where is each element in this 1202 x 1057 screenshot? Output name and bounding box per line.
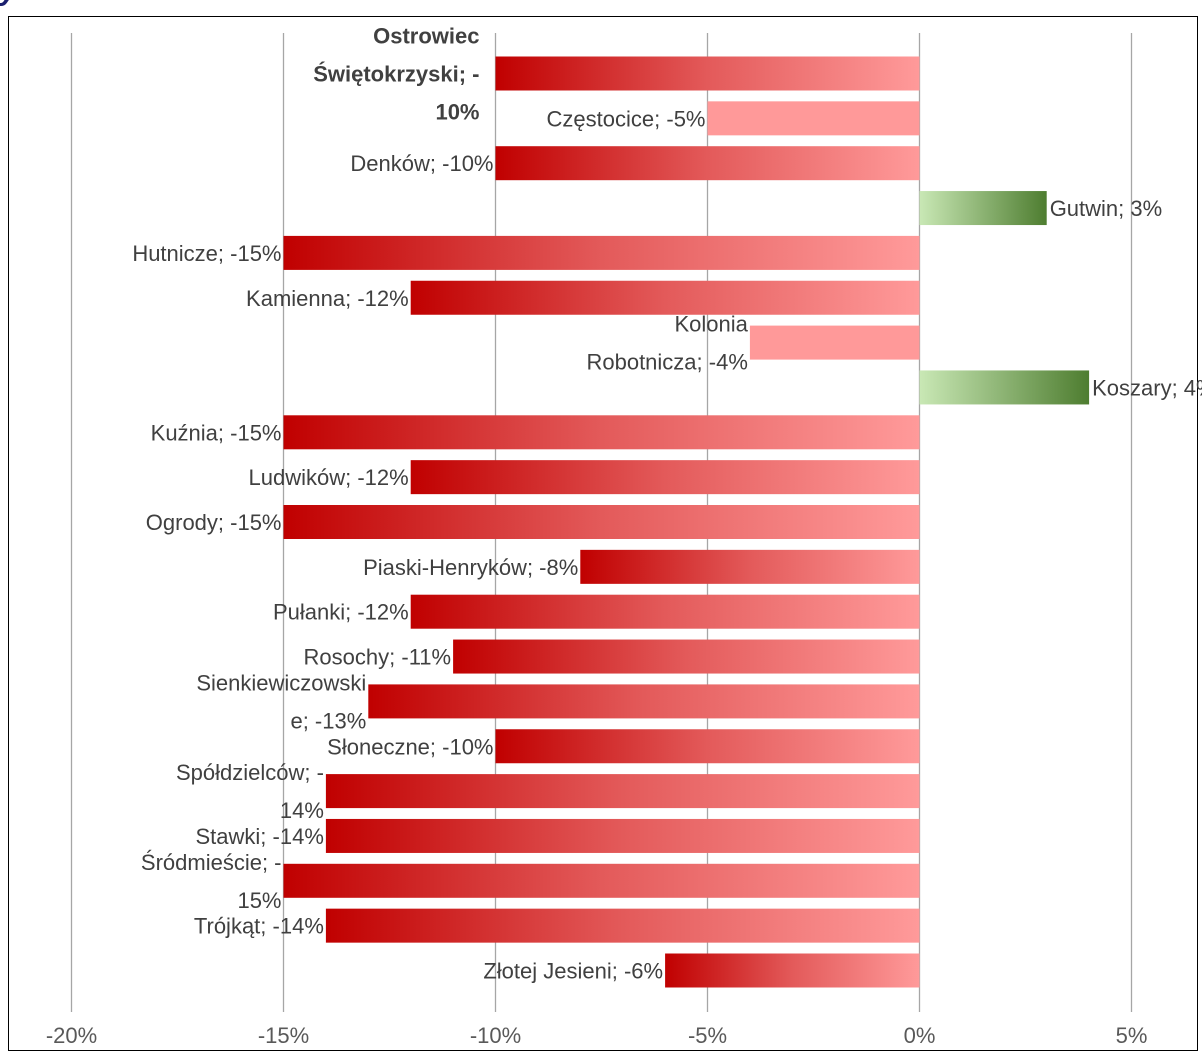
bar	[665, 953, 920, 988]
data-label: Kolonia Robotnicza; -4%	[586, 312, 748, 375]
bar	[283, 235, 920, 270]
data-label: Częstocice; -5%	[547, 106, 706, 131]
bar	[495, 729, 920, 764]
bar	[368, 684, 920, 719]
chart-frame	[8, 16, 1198, 1051]
bar	[283, 415, 920, 450]
data-label: Słoneczne; -10%	[327, 734, 493, 759]
data-label: Ostrowiec Świętokrzyski; -10%	[313, 24, 479, 125]
bar	[410, 460, 920, 495]
bar	[283, 505, 920, 539]
bar	[453, 639, 920, 674]
bar	[919, 191, 1047, 226]
chart-title-strip: y	[0, 0, 1202, 10]
bar	[283, 863, 920, 898]
data-label: Śródmieście; -15%	[141, 850, 282, 913]
data-label: Kuźnia; -15%	[151, 420, 282, 445]
chart-title-cropped: y	[0, 0, 17, 8]
data-label: Złotej Jesieni; -6%	[483, 959, 663, 984]
x-tick-label: -5%	[688, 1023, 727, 1048]
x-tick-label: 0%	[904, 1023, 936, 1048]
bar	[325, 774, 920, 809]
bar	[707, 101, 920, 136]
data-label: Ogrody; -15%	[146, 510, 282, 535]
bar	[410, 280, 920, 315]
data-label: Gutwin; 3%	[1050, 196, 1163, 221]
x-tick-label: -20%	[46, 1023, 97, 1048]
data-label: Koszary; 4%	[1092, 375, 1202, 400]
bar	[580, 549, 920, 584]
data-label: Stawki; -14%	[196, 824, 324, 849]
data-label: Denków; -10%	[350, 151, 493, 176]
x-tick-label: 5%	[1116, 1023, 1148, 1048]
data-label: Ludwików; -12%	[249, 465, 409, 490]
data-label: Hutnicze; -15%	[132, 241, 281, 266]
x-tick-label: -10%	[470, 1023, 521, 1048]
bar	[325, 818, 920, 853]
bar	[919, 370, 1090, 405]
bars	[283, 56, 1090, 988]
bar	[749, 325, 920, 360]
bar	[410, 594, 920, 629]
data-label: Trójkąt; -14%	[194, 914, 324, 939]
data-label: Pułanki; -12%	[273, 600, 409, 625]
bar	[495, 146, 920, 181]
data-label: Piaski-Henryków; -8%	[363, 555, 578, 580]
data-labels: Ostrowiec Świętokrzyski; -10% Częstocice; …	[132, 24, 1202, 984]
data-label: Spółdzielców; -14%	[176, 760, 324, 823]
x-axis-tick-labels: -20% -15% -10% -5% 0% 5%	[46, 1023, 1148, 1048]
data-label: Kamienna; -12%	[246, 286, 409, 311]
x-tick-label: -15%	[258, 1023, 309, 1048]
data-label: Rosochy; -11%	[304, 645, 452, 670]
bar	[495, 56, 920, 91]
bar	[325, 908, 920, 943]
data-label: Sienkiewiczowski e; -13%	[196, 670, 366, 733]
